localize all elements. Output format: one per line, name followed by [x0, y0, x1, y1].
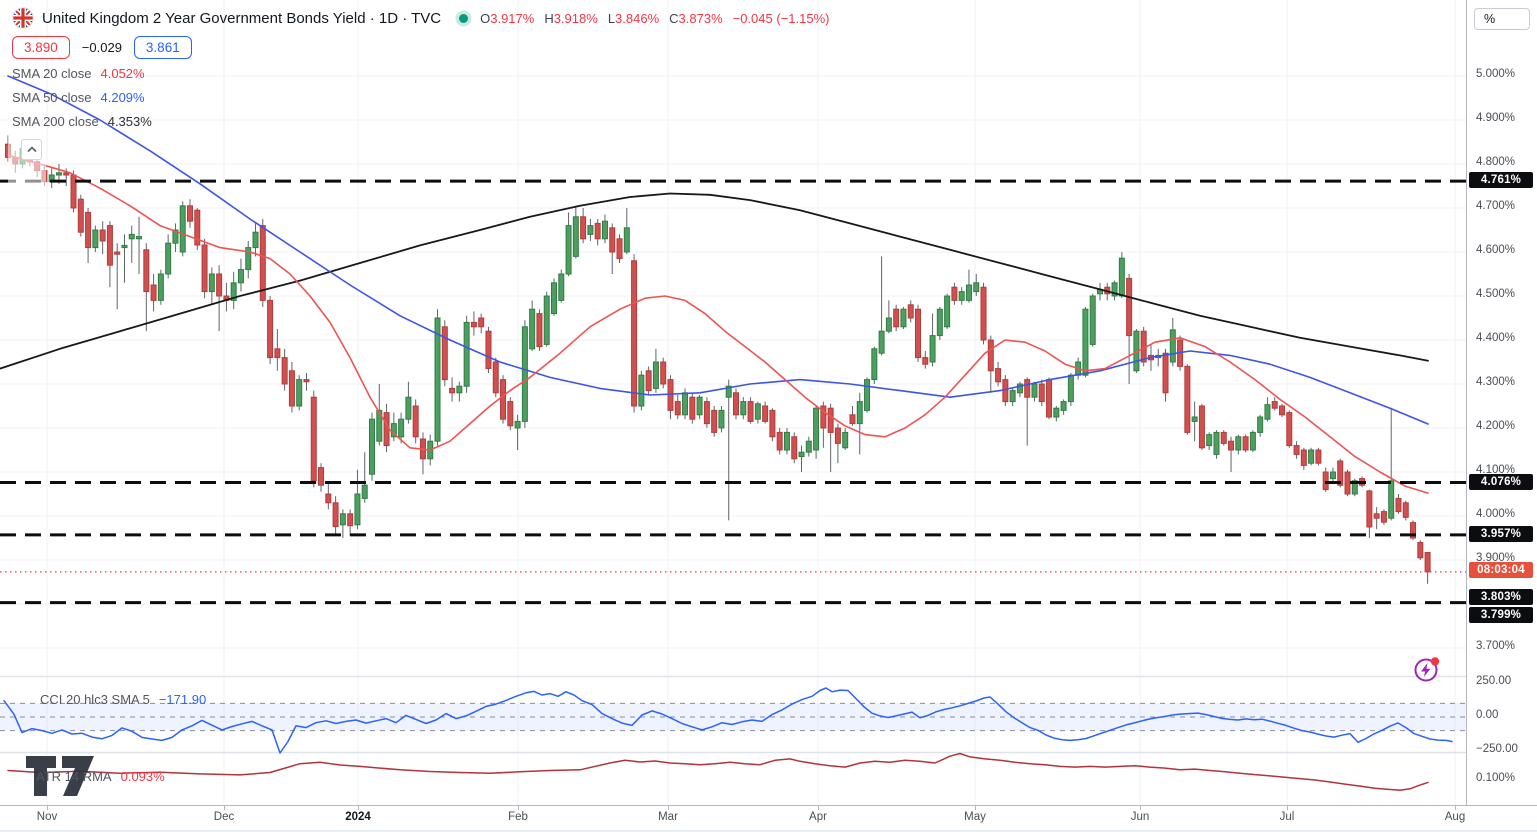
sma50-line	[7, 75, 1429, 425]
legend-atr[interactable]: ATR 14 RMA 0.093%	[36, 769, 165, 784]
lightning-icon	[1414, 657, 1440, 682]
time-axis-tick	[668, 806, 669, 810]
bottom-edge-strip	[0, 829, 1537, 832]
ohlc-close: C3.873%	[669, 10, 723, 26]
ohlc-open: O3.917%	[480, 10, 535, 26]
time-axis-label: Mar	[658, 811, 678, 823]
time-axis-tick	[518, 806, 519, 810]
time-axis-tick	[358, 806, 359, 810]
cci-axis-label: 0.00	[1476, 709, 1499, 721]
price-axis-label: 4.900%	[1476, 112, 1516, 124]
chart-canvas[interactable]	[0, 0, 1466, 805]
symbol-title[interactable]: United Kingdom 2 Year Government Bonds Y…	[42, 9, 442, 27]
legend-sma50[interactable]: SMA 50 close 4.209%	[12, 90, 145, 105]
time-axis-label: Nov	[36, 811, 58, 823]
quote-row: 3.890 −0.029 3.861	[12, 36, 192, 59]
flash-alert-button[interactable]	[1410, 652, 1444, 686]
ohlc-low: L3.846%	[607, 10, 660, 26]
ohlc-change: −0.045 (−1.15%)	[732, 10, 830, 26]
legend-sma200-label: SMA 200 close	[12, 114, 99, 129]
price-axis-label: 4.400%	[1476, 332, 1516, 344]
price-level-badge: 3.957%	[1469, 525, 1533, 542]
bar-countdown-badge: 08:03:04	[1469, 562, 1533, 578]
price-axis-label: 3.900%	[1476, 552, 1516, 564]
atr-line	[7, 752, 1429, 791]
legend-sma200[interactable]: SMA 200 close 4.353%	[12, 114, 152, 129]
ohlc-values: O3.917% H3.918% L3.846% C3.873% −0.045 (…	[480, 11, 829, 26]
price-axis-label: 4.000%	[1476, 508, 1516, 520]
uk-flag-icon	[12, 7, 34, 29]
price-level-badge: 4.076%	[1469, 473, 1533, 490]
price-axis-label: 4.200%	[1476, 420, 1516, 432]
legend-sma20-label: SMA 20 close	[12, 66, 92, 81]
time-axis[interactable]: Nov Dec 2024 Feb Mar Apr May Jun Jul Aug	[0, 805, 1537, 830]
cci-axis-label: 250.00	[1476, 675, 1512, 687]
legend-cci-label: CCI 20 hlc3 SMA 5	[40, 692, 150, 707]
legend-atr-label: ATR 14 RMA	[36, 769, 112, 784]
price-axis-label: 4.100%	[1476, 464, 1516, 476]
time-axis-label: Jul	[1279, 811, 1295, 823]
price-level-badge: 3.803%	[1469, 589, 1533, 605]
market-status-icon[interactable]	[459, 13, 469, 23]
ohlc-high: H3.918%	[544, 10, 598, 26]
cci-line	[3, 687, 1453, 754]
tradingview-logo-watermark	[24, 750, 108, 805]
legend-sma200-value: 4.353%	[107, 114, 152, 129]
time-axis-tick	[47, 806, 48, 810]
price-axis[interactable]: % 5.000% 4.900% 4.800% 4.700% 4.600% 4.500% 4.…	[1466, 0, 1537, 805]
price-axis-label: 4.600%	[1476, 244, 1516, 256]
time-axis-label: Aug	[1444, 811, 1466, 823]
price-axis-label: 5.000%	[1476, 68, 1516, 80]
sma20-line	[7, 154, 1429, 494]
price-level-badge: 3.799%	[1469, 607, 1533, 623]
chevron-up-icon	[26, 146, 37, 153]
time-axis-tick	[1140, 806, 1141, 810]
legend-sma20-value: 4.052%	[100, 66, 145, 81]
time-axis-label: Feb	[508, 811, 528, 823]
price-axis-label: 4.500%	[1476, 288, 1516, 300]
legend-sma50-value: 4.209%	[100, 90, 145, 105]
buy-button[interactable]: 3.861	[133, 36, 192, 59]
time-axis-label: 2024	[345, 811, 371, 823]
cci-band	[0, 702, 1466, 732]
candlestick-series	[5, 135, 1431, 584]
time-axis-tick	[1287, 806, 1288, 810]
legend-atr-value: 0.093%	[120, 769, 165, 784]
time-axis-label: Jun	[1130, 811, 1150, 823]
sell-button[interactable]: 3.890	[12, 36, 70, 59]
legend-sma50-label: SMA 50 close	[12, 90, 92, 105]
time-axis-tick	[1455, 806, 1456, 810]
sma200-line	[0, 192, 1429, 370]
cci-axis-label: −250.00	[1476, 743, 1518, 755]
time-axis-tick	[224, 806, 225, 810]
atr-axis-label: 0.100%	[1476, 772, 1516, 784]
price-level-badge: 4.761%	[1469, 172, 1533, 189]
time-axis-label: Apr	[809, 811, 827, 823]
time-axis-label: May	[964, 811, 986, 823]
price-axis-label: 4.700%	[1476, 200, 1516, 212]
chart-pl1ot-area[interactable]	[0, 0, 1466, 805]
spread-change: −0.029	[81, 40, 122, 55]
time-axis-tick	[975, 806, 976, 810]
time-axis-tick	[818, 806, 819, 810]
price-axis-label: 4.300%	[1476, 376, 1516, 388]
price-axis-unit-button[interactable]: %	[1474, 8, 1530, 30]
collapse-pane-button[interactable]	[21, 139, 42, 160]
time-axis-label: Dec	[213, 811, 235, 823]
support-resistance-levels	[0, 179, 1466, 605]
legend-cci-value: −171.90	[158, 692, 207, 707]
price-axis-label: 3.700%	[1476, 640, 1516, 652]
symbol-header: United Kingdom 2 Year Government Bonds Y…	[12, 6, 829, 30]
legend-cci[interactable]: CCI 20 hlc3 SMA 5 −171.90	[40, 692, 206, 707]
legend-sma20[interactable]: SMA 20 close 4.052%	[12, 66, 145, 81]
price-axis-label: 4.800%	[1476, 156, 1516, 168]
